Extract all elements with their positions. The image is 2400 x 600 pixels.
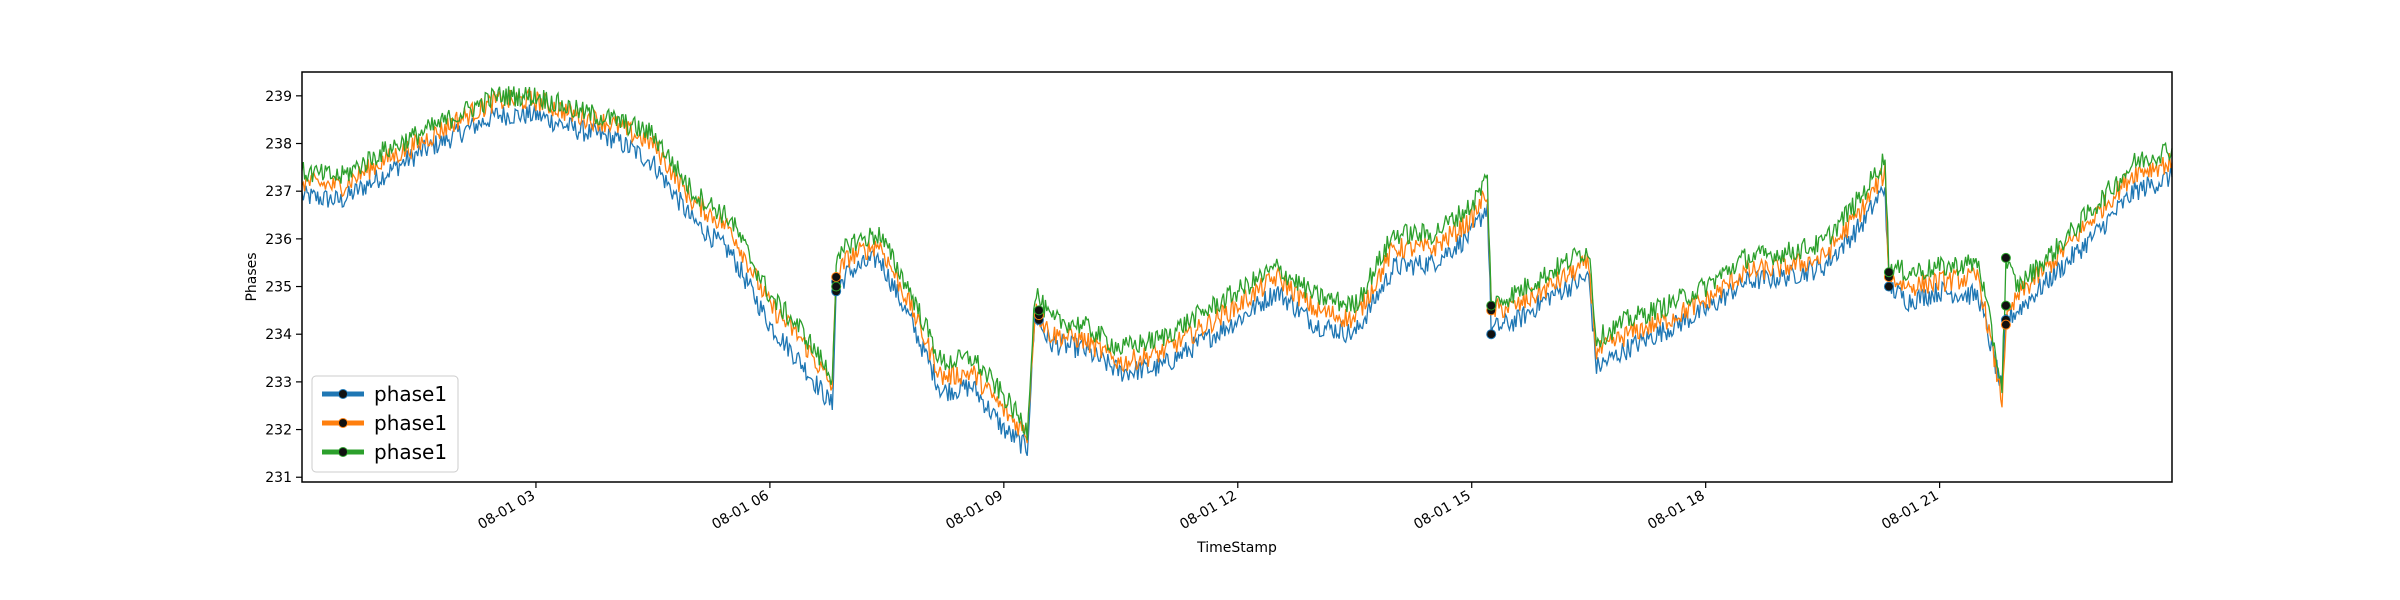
legend-label: phase1 — [374, 440, 447, 464]
series-2-marker — [2000, 319, 2011, 330]
y-tick-label: 239 — [265, 89, 292, 105]
legend-marker — [338, 389, 348, 399]
x-tick-label: 08-01 03 — [475, 488, 538, 533]
series-3-marker — [1033, 305, 1044, 316]
legend-marker — [338, 447, 348, 457]
series-3-marker — [1883, 267, 1894, 278]
series-2-marker — [831, 272, 842, 282]
x-tick-label: 08-01 06 — [709, 488, 772, 533]
x-tick-label: 08-01 21 — [1879, 488, 1942, 533]
y-tick-label: 236 — [265, 232, 292, 248]
series-line-3 — [301, 86, 2173, 441]
legend-box — [311, 375, 459, 473]
y-axis: 231 232 233 234 235 236 237 238 239 — [265, 89, 302, 486]
x-tick-label: 08-01 09 — [943, 488, 1006, 533]
series-3-marker — [2000, 300, 2011, 311]
legend-label: phase1 — [374, 382, 447, 406]
y-tick-label: 232 — [265, 423, 292, 439]
series-1-marker — [1883, 281, 1894, 292]
y-axis-label: Phases — [244, 252, 260, 301]
series-3-marker — [2000, 252, 2011, 263]
x-axis: 08-01 03 08-01 06 08-01 09 08-01 12 08-01 15… — [475, 482, 1942, 533]
legend-label: phase1 — [374, 411, 447, 435]
series-3-marker — [831, 281, 842, 292]
series-line-1 — [301, 104, 2173, 456]
series-line-2 — [301, 88, 2173, 444]
plot-series — [301, 86, 2173, 456]
plot-markers — [831, 252, 2011, 340]
legend-marker — [338, 418, 348, 428]
x-tick-label: 08-01 15 — [1411, 488, 1474, 533]
series-1-marker — [1486, 329, 1497, 340]
plot-frame — [301, 71, 2173, 483]
x-axis-label: TimeStamp — [1196, 540, 1277, 556]
y-tick-label: 234 — [265, 327, 292, 343]
y-tick-label: 237 — [265, 184, 292, 200]
y-tick-label: 235 — [265, 280, 292, 296]
x-tick-label: 08-01 12 — [1177, 488, 1240, 533]
x-tick-label: 08-01 18 — [1645, 488, 1708, 533]
y-tick-label: 231 — [265, 470, 292, 486]
y-tick-label: 238 — [265, 137, 292, 153]
series-3-marker — [1486, 300, 1497, 311]
y-tick-label: 233 — [265, 375, 292, 391]
legend: phase1 phase1 phase1 — [311, 375, 459, 473]
